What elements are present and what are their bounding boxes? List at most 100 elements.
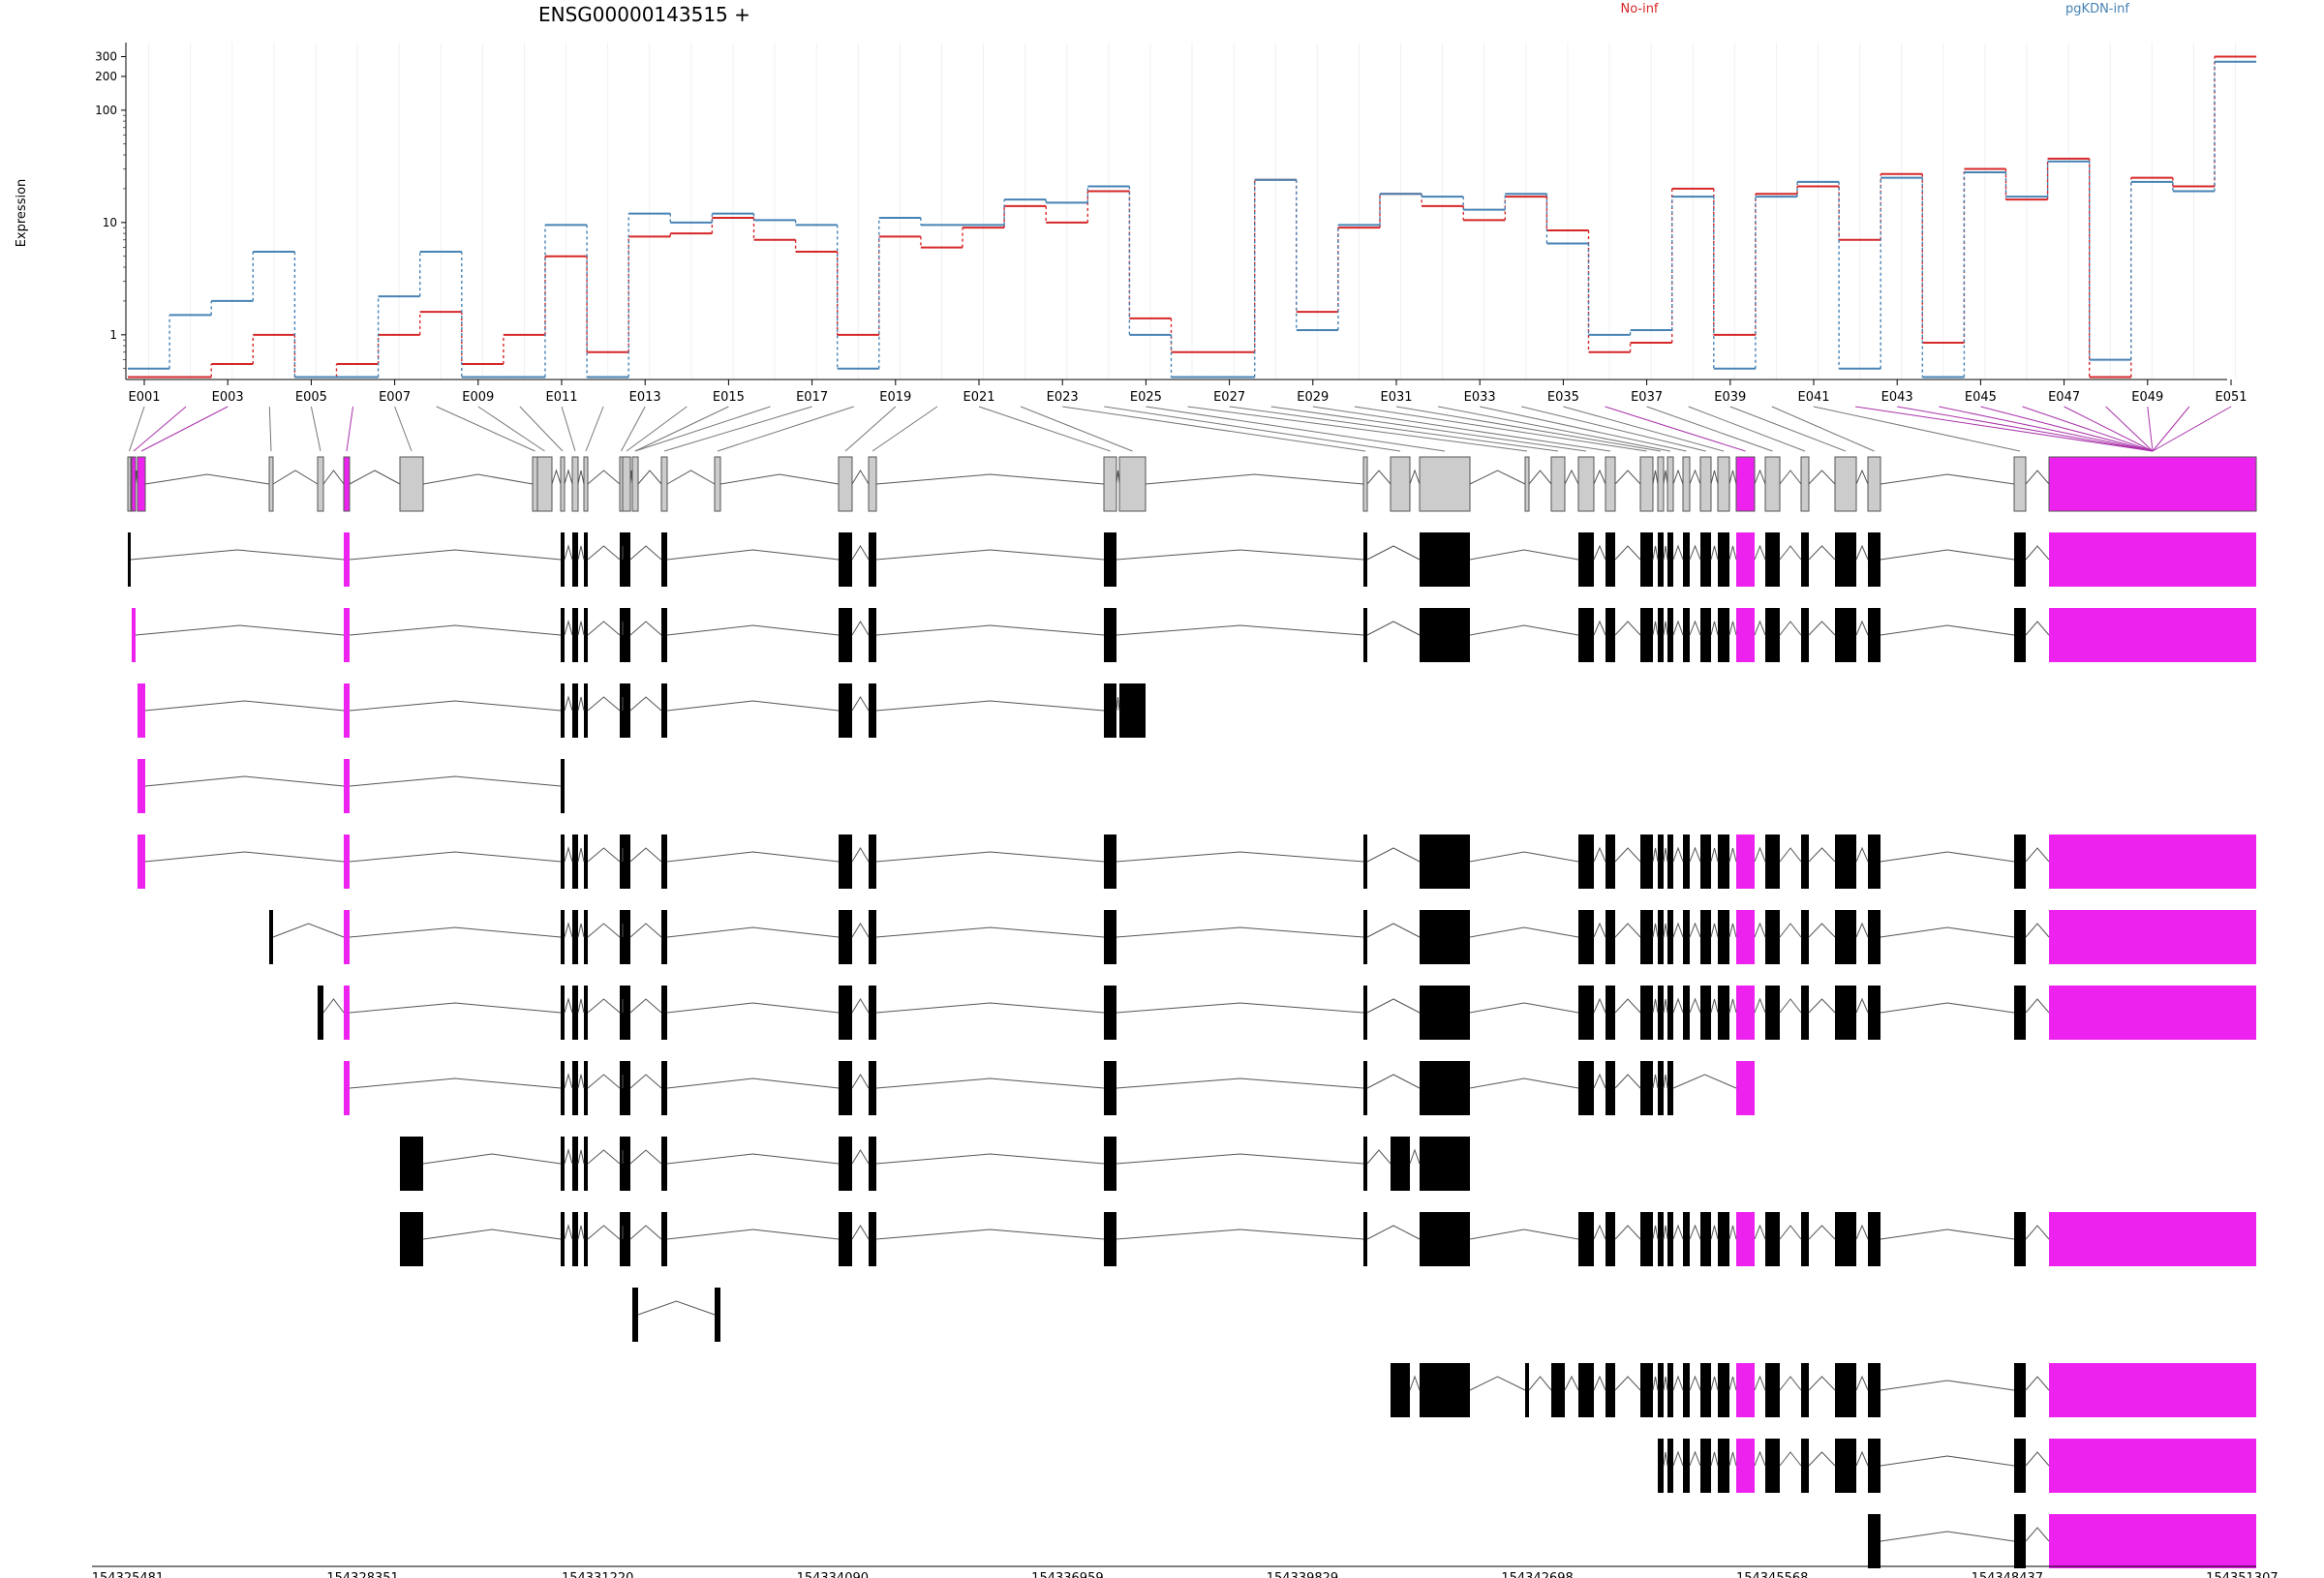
intron-line	[1754, 997, 1766, 1014]
intron-line	[1710, 847, 1719, 863]
exon-box	[1578, 608, 1594, 662]
exon-connector	[1229, 406, 1559, 452]
intron-line	[564, 469, 573, 485]
exon-box	[344, 986, 350, 1040]
exon-box	[1801, 986, 1809, 1040]
exon-box	[1578, 910, 1594, 964]
y-axis-label: Expression	[15, 179, 29, 248]
exon-box	[561, 986, 565, 1040]
intron-line	[1754, 1224, 1766, 1240]
intron-line	[577, 696, 585, 712]
intron-line	[1366, 621, 1421, 636]
intron-line	[577, 923, 585, 938]
exon-box	[584, 1137, 588, 1191]
exon-box	[1735, 456, 1756, 512]
exon-box	[343, 456, 351, 512]
exon-connector	[133, 406, 187, 452]
intron-line	[1672, 544, 1684, 561]
intron-line	[1880, 549, 2015, 561]
intron-line	[629, 545, 662, 561]
intron-line	[1409, 1375, 1421, 1391]
exon-connector	[1855, 406, 2154, 452]
intron-line	[1710, 998, 1719, 1014]
exon-box	[839, 986, 852, 1040]
exon-box	[1700, 608, 1711, 662]
intron-line	[629, 923, 662, 938]
intron-line	[1652, 1225, 1659, 1240]
intron-line	[875, 1002, 1105, 1014]
intron-line	[1808, 545, 1836, 561]
y-tick-label: 300	[95, 49, 117, 63]
exon-connector	[634, 406, 729, 452]
intron-line	[1652, 470, 1659, 485]
x-tick-label: E039	[1714, 390, 1746, 405]
legend-pgkdn-inf: pgKDN-inf	[2065, 2, 2129, 16]
exon-box	[583, 456, 589, 512]
exon-box	[1640, 986, 1653, 1040]
intron-line	[1689, 997, 1701, 1014]
exon-box	[1801, 532, 1809, 587]
exon-connector	[1395, 406, 1662, 452]
intron-line	[1614, 1074, 1641, 1089]
exon-connector	[1312, 406, 1611, 452]
exon-box	[1640, 910, 1653, 964]
x-tick-label: E037	[1631, 390, 1663, 405]
genomic-coordinate-label: 154348437	[1972, 1571, 2043, 1578]
intron-line	[1689, 469, 1701, 485]
exon-box	[1363, 1061, 1367, 1115]
exon-box	[1420, 1212, 1470, 1266]
intron-line	[1663, 847, 1668, 863]
intron-line	[577, 1074, 585, 1089]
exon-box	[869, 608, 876, 662]
exon-box	[1104, 532, 1116, 587]
intron-line	[1754, 469, 1766, 485]
intron-line	[1593, 846, 1606, 863]
exon-box	[661, 835, 667, 889]
transcript-track	[344, 1061, 1755, 1115]
intron-line	[422, 1153, 562, 1165]
exon-box	[1683, 1212, 1690, 1266]
intron-line	[587, 621, 621, 636]
intron-line	[587, 545, 621, 561]
exon-box	[1835, 608, 1856, 662]
exon-box	[2049, 1212, 2256, 1266]
exon-box	[869, 835, 876, 889]
intron-line	[130, 470, 133, 485]
exon-box	[1420, 910, 1470, 964]
x-tick-label: E033	[1464, 390, 1496, 405]
intron-line	[1116, 624, 1364, 636]
exon-box	[1736, 1363, 1755, 1417]
intron-line	[1663, 470, 1668, 485]
exon-box	[1658, 835, 1664, 889]
intron-line	[587, 923, 621, 938]
exon-connector	[1062, 406, 1366, 452]
exon-box	[1104, 1212, 1116, 1266]
exon-box	[2014, 1514, 2026, 1568]
exon-box	[1867, 456, 1881, 512]
intron-line	[349, 624, 562, 636]
intron-line	[1880, 473, 2015, 485]
exon-box	[1363, 608, 1367, 662]
exon-box	[1765, 986, 1780, 1040]
exon-box	[1736, 1212, 1755, 1266]
exon-box	[1605, 1061, 1615, 1115]
exon-box	[715, 1288, 720, 1342]
intron-line	[1855, 997, 1869, 1014]
intron-line	[1663, 621, 1668, 636]
exon-box	[1683, 910, 1690, 964]
exon-box	[714, 456, 721, 512]
exon-box	[839, 1212, 852, 1266]
intron-line	[1689, 620, 1701, 636]
x-tick-label: E009	[462, 390, 494, 405]
exon-box	[839, 1061, 852, 1115]
exon-box	[1658, 1212, 1664, 1266]
intron-line	[577, 470, 585, 485]
intron-line	[1855, 922, 1869, 938]
exon-box	[584, 608, 588, 662]
exon-box	[269, 910, 273, 964]
exon-box	[1391, 1137, 1410, 1191]
exon-box	[2014, 608, 2026, 662]
exon-box	[1578, 1363, 1594, 1417]
intron-line	[1779, 621, 1802, 636]
